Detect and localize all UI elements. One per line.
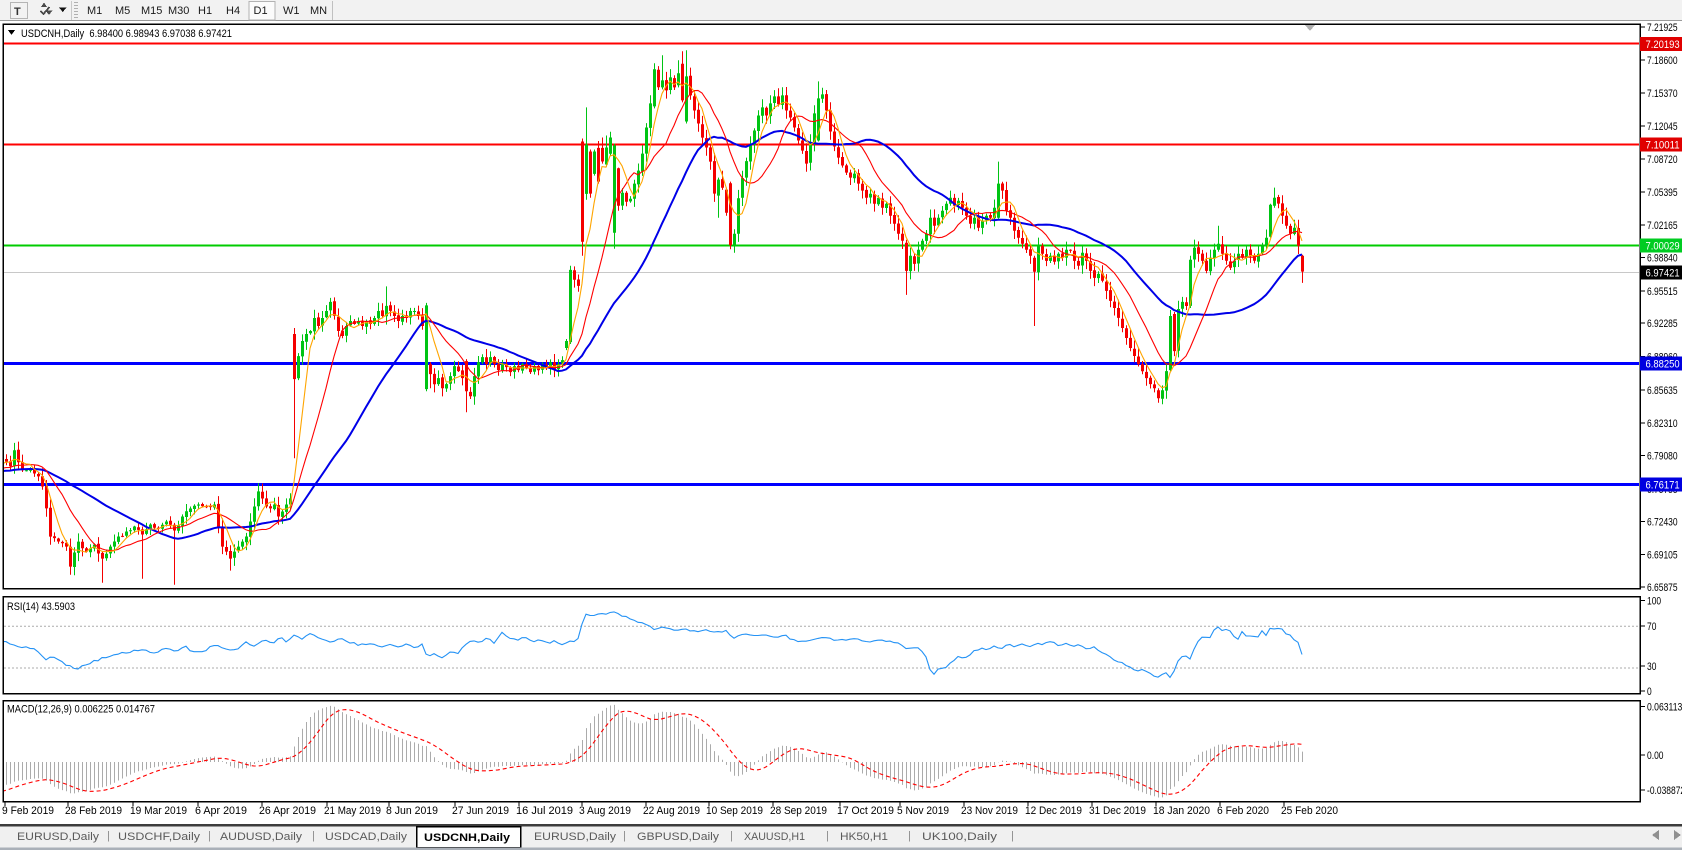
svg-text:18 Jan 2020: 18 Jan 2020 [1153, 805, 1210, 817]
svg-text:RSI(14) 43.5903: RSI(14) 43.5903 [7, 601, 75, 613]
svg-text:T: T [14, 6, 21, 18]
svg-text:25 Feb 2020: 25 Feb 2020 [1281, 805, 1338, 817]
svg-text:5 Nov 2019: 5 Nov 2019 [897, 805, 949, 817]
svg-text:0.00: 0.00 [1647, 750, 1664, 762]
svg-text:MN: MN [310, 5, 327, 17]
svg-text:M1: M1 [87, 5, 102, 17]
svg-text:W1: W1 [283, 5, 300, 17]
svg-text:UK100,Daily: UK100,Daily [922, 831, 998, 843]
svg-text:6.79080: 6.79080 [1647, 451, 1678, 463]
svg-text:EURUSD,Daily: EURUSD,Daily [534, 831, 617, 843]
svg-text:6.76171: 6.76171 [1646, 480, 1680, 492]
svg-text:7.20193: 7.20193 [1646, 39, 1680, 51]
svg-text:|: | [107, 830, 110, 842]
svg-text:70: 70 [1647, 621, 1656, 633]
svg-text:23 Nov 2019: 23 Nov 2019 [961, 805, 1018, 817]
svg-text:31 Dec 2019: 31 Dec 2019 [1089, 805, 1146, 817]
svg-text:|: | [312, 830, 315, 842]
svg-text:30: 30 [1647, 661, 1656, 673]
svg-text:28 Sep 2019: 28 Sep 2019 [770, 805, 827, 817]
svg-text:M30: M30 [168, 5, 189, 17]
svg-text:12 Dec 2019: 12 Dec 2019 [1025, 805, 1082, 817]
svg-text:6.97421: 6.97421 [1646, 268, 1680, 280]
svg-text:6.65875: 6.65875 [1647, 582, 1678, 594]
svg-text:19 Mar 2019: 19 Mar 2019 [130, 805, 187, 817]
svg-text:AUDUSD,Daily: AUDUSD,Daily [220, 831, 303, 843]
svg-text:22 Aug 2019: 22 Aug 2019 [643, 805, 700, 817]
svg-text:M5: M5 [115, 5, 130, 17]
svg-text:7.02165: 7.02165 [1647, 220, 1678, 232]
svg-text:6.82310: 6.82310 [1647, 418, 1678, 430]
svg-text:6.95515: 6.95515 [1647, 286, 1678, 298]
svg-text:USDCAD,Daily: USDCAD,Daily [325, 831, 408, 843]
svg-text:|: | [826, 830, 829, 842]
svg-text:21 May 2019: 21 May 2019 [324, 805, 381, 817]
svg-text:7.10011: 7.10011 [1646, 140, 1680, 152]
svg-text:8 Jun 2019: 8 Jun 2019 [386, 805, 438, 817]
svg-text:7.15370: 7.15370 [1647, 88, 1678, 100]
svg-text:6 Feb 2020: 6 Feb 2020 [1217, 805, 1269, 817]
svg-text:3 Aug 2019: 3 Aug 2019 [579, 805, 631, 817]
svg-text:|: | [730, 830, 733, 842]
svg-text:|: | [623, 830, 626, 842]
svg-text:6 Apr 2019: 6 Apr 2019 [195, 805, 247, 817]
svg-text:26 Apr 2019: 26 Apr 2019 [259, 805, 316, 817]
svg-text:H1: H1 [198, 5, 212, 17]
svg-text:GBPUSD,Daily: GBPUSD,Daily [637, 831, 720, 843]
svg-text:6.88250: 6.88250 [1646, 359, 1680, 371]
svg-text:7.18600: 7.18600 [1647, 55, 1678, 67]
svg-text:100: 100 [1647, 596, 1661, 608]
svg-text:0: 0 [1647, 686, 1652, 698]
svg-text:7.12045: 7.12045 [1647, 121, 1678, 133]
svg-text:7.21925: 7.21925 [1647, 22, 1678, 34]
svg-text:28 Feb 2019: 28 Feb 2019 [65, 805, 122, 817]
svg-text:-0.038872: -0.038872 [1647, 785, 1682, 797]
svg-text:H4: H4 [226, 5, 240, 17]
svg-text:|: | [908, 830, 911, 842]
svg-text:D1: D1 [254, 5, 268, 17]
svg-text:7.05395: 7.05395 [1647, 187, 1678, 199]
svg-text:16 Jul 2019: 16 Jul 2019 [516, 805, 573, 817]
svg-text:EURUSD,Daily: EURUSD,Daily [17, 831, 100, 843]
svg-text:9 Feb 2019: 9 Feb 2019 [2, 805, 54, 817]
svg-text:7.00029: 7.00029 [1646, 241, 1680, 253]
svg-text:6.98840: 6.98840 [1647, 253, 1678, 265]
svg-text:USDCNH,Daily 6.98400 6.98943: USDCNH,Daily 6.98400 6.98943 6.97038 6.9… [21, 28, 232, 40]
svg-text:|: | [208, 830, 211, 842]
svg-text:6.69105: 6.69105 [1647, 550, 1678, 562]
svg-text:HK50,H1: HK50,H1 [840, 831, 888, 843]
svg-text:10 Sep 2019: 10 Sep 2019 [706, 805, 763, 817]
svg-text:|: | [1011, 830, 1014, 842]
svg-text:0.063113: 0.063113 [1647, 702, 1682, 714]
svg-text:17 Oct 2019: 17 Oct 2019 [837, 805, 894, 817]
svg-text:USDCHF,Daily: USDCHF,Daily [118, 831, 201, 843]
svg-text:USDCNH,Daily: USDCNH,Daily [424, 832, 511, 844]
svg-text:MACD(12,26,9) 0.006225 0.01476: MACD(12,26,9) 0.006225 0.014767 [7, 704, 155, 716]
svg-text:XAUUSD,H1: XAUUSD,H1 [744, 831, 805, 843]
svg-text:M15: M15 [141, 5, 162, 17]
svg-text:6.72430: 6.72430 [1647, 517, 1678, 529]
svg-text:27 Jun 2019: 27 Jun 2019 [452, 805, 509, 817]
svg-text:6.85635: 6.85635 [1647, 385, 1678, 397]
svg-text:7.08720: 7.08720 [1647, 154, 1678, 166]
svg-text:6.92285: 6.92285 [1647, 318, 1678, 330]
